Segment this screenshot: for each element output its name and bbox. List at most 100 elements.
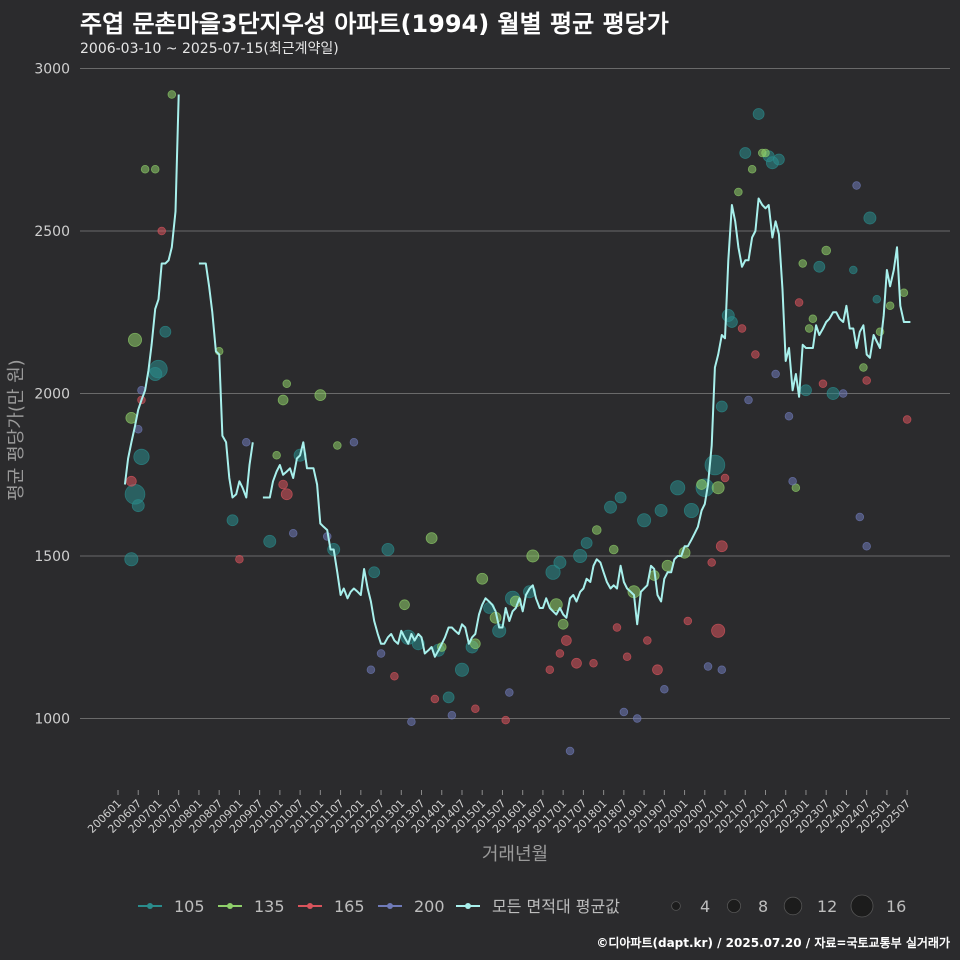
data-point-105 [368, 566, 381, 579]
data-point-105 [553, 556, 567, 569]
data-point-200 [717, 665, 727, 675]
data-point-105 [800, 384, 812, 397]
data-point-105 [604, 500, 617, 514]
data-point-105 [263, 534, 277, 548]
legend-size-marker [783, 896, 803, 916]
average-line-segment [262, 197, 911, 658]
data-point-105 [637, 513, 652, 528]
data-point-165 [501, 715, 510, 725]
data-point-105 [739, 147, 752, 159]
data-point-105 [683, 502, 699, 519]
y-tick-label: 2000 [34, 387, 70, 403]
data-point-105 [614, 491, 627, 504]
legend-label: 모든 면적대 평균값 [492, 897, 620, 916]
legend: 105 135 165 200 모든 면적대 평균값 4 8 12 16 [138, 894, 906, 918]
data-point-135 [885, 301, 895, 310]
data-point-200 [744, 395, 753, 405]
legend-marker [227, 903, 233, 909]
data-point-105 [442, 691, 455, 704]
data-point-105 [454, 662, 469, 677]
data-point-165 [902, 415, 912, 424]
legend-label: 165 [334, 897, 365, 916]
data-point-105 [381, 543, 395, 556]
data-point-135 [899, 288, 909, 297]
data-point-135 [859, 363, 868, 372]
data-point-200 [838, 389, 848, 398]
data-point-200 [242, 437, 251, 447]
data-point-105 [863, 211, 877, 225]
data-point-135 [277, 394, 289, 406]
data-point-105 [226, 514, 239, 527]
legend-size-label: 16 [886, 897, 906, 916]
legend-marker [465, 903, 471, 909]
data-point-165 [715, 540, 728, 553]
legend-size-label: 4 [700, 897, 710, 916]
data-point-165 [278, 479, 288, 490]
data-point-200 [366, 665, 376, 675]
y-tick-label: 1000 [34, 712, 70, 728]
data-point-135 [591, 525, 602, 535]
data-point-135 [808, 314, 818, 323]
data-point-135 [167, 90, 177, 99]
y-axis-label: 평균 평당가(만 원) [6, 359, 27, 500]
data-point-135 [425, 532, 438, 545]
data-point-135 [821, 245, 832, 256]
legend-size-label: 8 [758, 897, 768, 916]
data-point-135 [696, 479, 707, 490]
legend-marker [307, 903, 313, 909]
legend-size-marker [671, 901, 681, 911]
data-point-105 [872, 294, 882, 304]
data-point-105 [813, 260, 826, 273]
scatter-points [124, 90, 912, 756]
data-point-135 [150, 164, 160, 174]
data-point-200 [771, 369, 780, 379]
data-point-200 [376, 649, 386, 658]
data-point-135 [557, 618, 569, 630]
data-point-105 [149, 359, 168, 379]
data-point-135 [314, 389, 327, 402]
data-point-165 [643, 636, 652, 645]
data-point-135 [608, 544, 619, 555]
data-point-165 [751, 350, 760, 359]
data-point-200 [632, 714, 642, 723]
legend-size-marker [727, 899, 742, 914]
data-point-105 [752, 108, 765, 120]
data-point-105 [573, 549, 588, 564]
data-point-200 [855, 512, 865, 522]
data-point-200 [788, 476, 797, 486]
data-point-165 [683, 616, 693, 626]
average-line-segment [198, 262, 254, 499]
data-point-200 [447, 711, 457, 720]
data-point-135 [469, 638, 481, 650]
data-point-135 [127, 332, 142, 347]
data-point-200 [505, 688, 514, 697]
data-point-165 [589, 659, 598, 668]
data-point-200 [862, 542, 871, 551]
chart-subtitle: 2006-03-10 ~ 2025-07-15(최근계약일) [80, 41, 339, 57]
data-point-200 [784, 411, 794, 421]
average-line-segment [123, 94, 180, 485]
data-point-200 [565, 746, 575, 756]
data-point-165 [157, 226, 166, 236]
legend-label: 105 [174, 897, 205, 916]
data-point-135 [399, 599, 410, 611]
data-point-165 [471, 704, 480, 714]
data-point-105 [704, 454, 726, 476]
data-point-105 [715, 400, 728, 413]
data-point-105 [580, 537, 593, 549]
chart-title: 주엽 문촌마을3단지우성 아파트(1994) 월별 평균 평당가 [80, 10, 669, 38]
y-tick-label: 3000 [34, 62, 70, 78]
data-point-165 [737, 324, 747, 333]
data-point-200 [660, 685, 669, 694]
legend-marker [147, 903, 153, 909]
legend-size-marker [850, 894, 874, 918]
y-axis: 1000 1500 2000 2500 3000 [34, 62, 70, 728]
data-point-135 [476, 572, 489, 585]
data-point-135 [140, 164, 150, 174]
y-tick-label: 2500 [34, 224, 70, 240]
data-point-165 [571, 657, 582, 669]
data-point-165 [555, 649, 565, 658]
data-point-135 [526, 549, 540, 563]
data-point-135 [798, 259, 807, 268]
